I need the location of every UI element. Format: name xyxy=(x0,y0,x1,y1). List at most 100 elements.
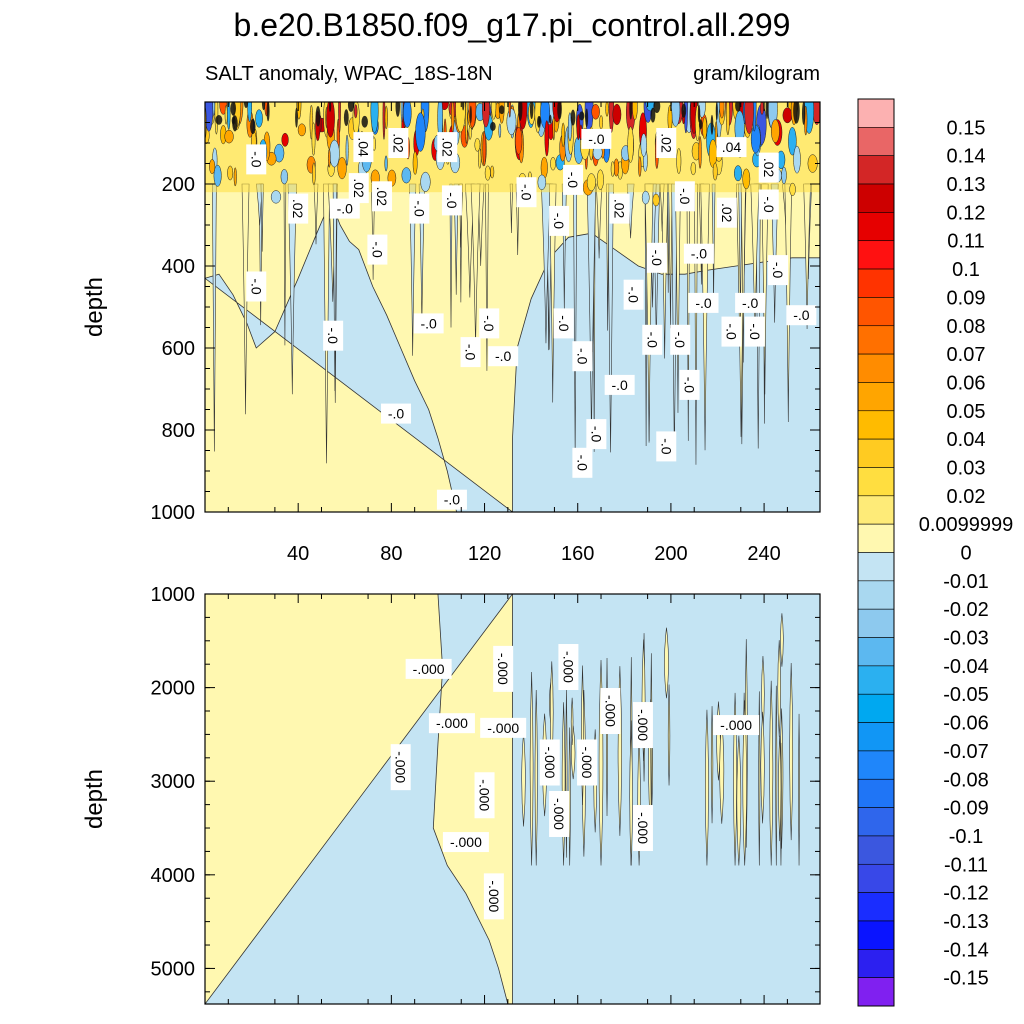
y-tick-label: 5000 xyxy=(151,958,196,980)
contour-label-text: .02 xyxy=(612,199,628,219)
surface-dense-contour xyxy=(698,119,703,130)
surface-eddy xyxy=(297,123,306,137)
contour-label-text: -.0 xyxy=(248,151,264,168)
surface-dense-contour xyxy=(710,114,714,135)
colorbar-label: 0.05 xyxy=(947,401,986,423)
contour-label: -.0 xyxy=(367,234,388,265)
contour-label-bg xyxy=(348,173,369,204)
contour-label-bg xyxy=(670,324,691,355)
colorbar-label: -0.1 xyxy=(949,826,983,848)
colorbar-swatch xyxy=(857,608,895,638)
contour-label-bg xyxy=(572,447,593,478)
contour-label-bg xyxy=(744,316,765,347)
contour-label: .02 xyxy=(348,173,369,204)
contour-label-text: -.000 xyxy=(477,779,493,811)
contour-plume xyxy=(803,183,811,329)
contour-label-bg xyxy=(437,132,458,163)
surface-eddy xyxy=(337,157,347,180)
contour-label-text: -.0 xyxy=(649,250,665,267)
colorbar-label: 0.13 xyxy=(947,174,986,196)
colorbar-label: -0.11 xyxy=(944,854,988,876)
colorbar-label: 0 xyxy=(960,543,971,565)
contour-label-bg xyxy=(246,144,267,175)
contour-label-text: -.0 xyxy=(644,332,660,349)
contour-plume xyxy=(740,183,746,363)
surface-eddy xyxy=(382,102,386,140)
contour-label: -.0 xyxy=(516,177,537,208)
colorbar-label: 0.03 xyxy=(947,457,986,479)
contour-label-bg xyxy=(632,702,653,749)
contour-label-text: .02 xyxy=(658,133,674,153)
contour-label-bg xyxy=(483,873,504,920)
surface-eddy xyxy=(491,102,497,120)
contour-label-text: .02 xyxy=(719,203,735,223)
contour-label-text: .02 xyxy=(374,187,390,207)
contour-label-text: -.0 xyxy=(695,295,712,311)
surface-eddy xyxy=(498,123,502,138)
contour-label: -.000 xyxy=(480,717,527,738)
contour-label-text: -.0 xyxy=(677,188,693,205)
surface-eddy xyxy=(212,102,216,116)
contour-label-bg xyxy=(367,234,388,265)
surface-dense-contour xyxy=(261,102,266,111)
colorbar-label: 0.04 xyxy=(947,429,986,451)
contour-label: -.0 xyxy=(735,292,766,313)
contour-finger xyxy=(778,735,782,842)
contour-finger xyxy=(521,732,526,827)
contour-label-text: -.0 xyxy=(518,184,534,201)
surface-dense-contour xyxy=(765,102,769,119)
surface-eddy xyxy=(782,107,793,124)
surface-dense-contour xyxy=(462,102,465,111)
contour-label-bg xyxy=(713,715,760,736)
upper-y-axis-label: depth xyxy=(81,277,108,337)
colorbar-label: -0.05 xyxy=(943,684,989,706)
surface-dense-contour xyxy=(347,102,355,112)
surface-dense-contour xyxy=(243,102,249,109)
surface-eddy xyxy=(610,161,615,177)
contour-label-text: -.0 xyxy=(574,455,590,472)
lower-y-axis-label: depth xyxy=(81,769,108,829)
contour-label: -.000 xyxy=(474,772,495,819)
surface-eddy xyxy=(400,102,404,123)
contour-label-bg xyxy=(577,739,598,786)
figure-title: b.e20.B1850.f09_g17.pi_control.all.299 xyxy=(234,7,791,43)
surface-eddy xyxy=(561,122,565,147)
colorbar-swatch xyxy=(857,920,895,950)
x-tick-label: 240 xyxy=(747,543,780,565)
colorbar: 0.15 0.14 0.13 0.12 0.11 0.1 0.09 0.08 0.07 0.06 0… xyxy=(857,98,1013,1007)
contour-plume xyxy=(287,183,297,395)
contour-finger xyxy=(534,689,538,866)
surface-eddy xyxy=(338,102,341,133)
surface-eddy xyxy=(482,102,490,128)
contour-finger xyxy=(798,713,800,866)
contour-label-text: -.0 xyxy=(588,131,605,147)
surface-eddy xyxy=(515,126,523,155)
x-tick-label: 80 xyxy=(380,543,402,565)
contour-label-bg xyxy=(563,164,584,195)
contour-label: -.000 xyxy=(600,688,621,735)
contour-label-text: -.0 xyxy=(723,323,739,340)
y-tick-label: 2000 xyxy=(151,678,196,700)
contour-label-text: -.0 xyxy=(420,315,437,331)
contour-label-bg xyxy=(549,205,570,236)
surface-eddy xyxy=(247,102,253,122)
contour-label-text: .02 xyxy=(351,178,367,198)
contour-label-bg xyxy=(679,369,700,400)
surface-dense-contour xyxy=(499,105,505,115)
contour-finger xyxy=(760,711,765,824)
contour-label-text: -.0 xyxy=(388,406,405,422)
surface-eddy xyxy=(605,102,609,117)
contour-finger xyxy=(529,672,534,866)
colorbar-label: -0.07 xyxy=(943,741,989,763)
contour-label: -.0 xyxy=(436,489,467,510)
colorbar-label: -0.15 xyxy=(943,968,989,990)
colorbar-swatch xyxy=(857,98,895,128)
colorbar-swatch xyxy=(857,807,895,837)
surface-eddy xyxy=(401,167,412,184)
contour-label: -.0 xyxy=(572,447,593,478)
contour-label-bg xyxy=(674,181,695,212)
contour-label: -.0 xyxy=(744,316,765,347)
contour-label-bg xyxy=(460,337,481,368)
contour-plume xyxy=(241,183,250,415)
surface-eddy xyxy=(640,133,647,157)
